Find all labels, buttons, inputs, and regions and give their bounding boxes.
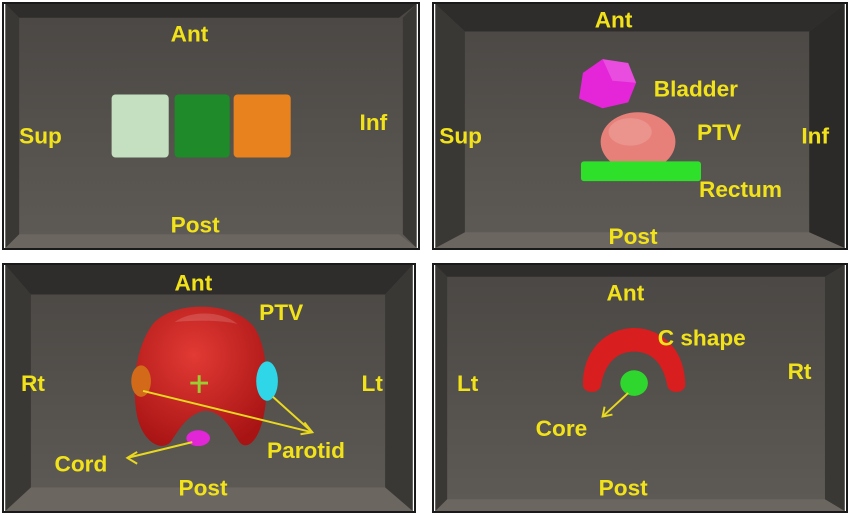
orange-cube [233, 94, 291, 158]
c-shape-body [582, 327, 686, 393]
label-lt: Lt [457, 371, 479, 396]
room-floor [435, 499, 845, 511]
light-green-cube [111, 94, 169, 158]
panel-2-scene: Ant Post Sup Inf Bladder PTV Rectum [435, 4, 845, 248]
ptv-highlight [608, 118, 652, 146]
ptv-shape [134, 306, 267, 446]
label-bladder: Bladder [654, 76, 738, 101]
room-left-wall [435, 265, 448, 511]
label-post: Post [178, 475, 227, 500]
core [620, 370, 648, 396]
room-ceiling [5, 265, 413, 295]
ptv-shape [600, 112, 676, 172]
room-left-wall [5, 265, 31, 511]
label-ptv: PTV [259, 300, 303, 325]
bladder [579, 59, 637, 109]
room-right-wall [385, 265, 413, 511]
panel-head-neck: Ant Post Rt Lt PTV Parotid Cord [2, 263, 416, 513]
arrow-parotid-right [142, 389, 313, 434]
crosshair [190, 375, 209, 393]
panel-3-scene: Ant Post Rt Lt PTV Parotid Cord [5, 265, 413, 511]
label-rectum: Rectum [699, 177, 782, 202]
annotation-arrows [601, 392, 629, 418]
ptv [600, 112, 676, 172]
green-cube [174, 94, 230, 158]
room-floor [5, 234, 417, 248]
label-sup: Sup [19, 124, 62, 149]
panel-cube-phantom: Ant Post Sup Inf [2, 2, 420, 250]
room-left-wall [5, 4, 20, 248]
room-floor [435, 232, 845, 248]
label-inf: Inf [360, 110, 388, 135]
green-cube-body [174, 94, 230, 158]
ptv-highlight [174, 313, 238, 325]
light-green-cube-shade [111, 94, 169, 158]
label-post: Post [609, 224, 658, 248]
label-sup: Sup [439, 124, 482, 149]
arrow-cord [127, 441, 193, 459]
light-green-cube-body [111, 94, 169, 158]
label-lt: Lt [362, 371, 384, 396]
room-right-wall [824, 265, 845, 511]
label-inf: Inf [801, 124, 829, 149]
arrowhead-parotid [300, 421, 315, 436]
room-ceiling [435, 265, 845, 277]
bladder-highlight [602, 59, 637, 83]
panel-prostate: Ant Post Sup Inf Bladder PTV Rectum [432, 2, 848, 250]
label-ant: Ant [171, 21, 209, 46]
label-ptv: PTV [697, 120, 741, 145]
room-floor [5, 487, 413, 511]
label-rt: Rt [788, 359, 812, 384]
arrow-parotid-left [272, 396, 313, 434]
label-ant: Ant [607, 280, 645, 305]
label-cord: Cord [55, 452, 108, 477]
label-ant: Ant [175, 271, 213, 296]
panel-c-shape-phantom: Ant Post Lt Rt C shape Core [432, 263, 848, 513]
label-rt: Rt [21, 371, 45, 396]
panel-4-scene: Ant Post Lt Rt C shape Core [435, 265, 845, 511]
rectum-shape [580, 161, 701, 182]
core-shape [620, 370, 648, 396]
label-c-shape: C shape [658, 326, 746, 351]
left-parotid [256, 361, 278, 401]
annotation-arrows [125, 389, 315, 465]
label-post: Post [171, 212, 220, 237]
ptv [134, 306, 267, 446]
room-right-wall [402, 4, 417, 248]
arrow-core [601, 392, 629, 418]
label-post: Post [599, 475, 648, 500]
label-parotid: Parotid [267, 438, 345, 463]
room-ceiling [5, 4, 417, 18]
bladder-shape [579, 59, 637, 109]
panel-1-scene: Ant Post Sup Inf [5, 4, 417, 248]
label-ant: Ant [595, 8, 633, 33]
rectum [580, 161, 701, 182]
right-parotid [131, 365, 151, 397]
orange-cube-body [233, 94, 291, 158]
room-right-wall [809, 4, 845, 248]
arrowhead-core [601, 406, 613, 418]
room-left-wall [435, 4, 465, 248]
c-shape [582, 327, 686, 393]
label-core: Core [536, 416, 588, 441]
arrowhead-cord [125, 451, 138, 465]
room-ceiling [435, 4, 845, 32]
